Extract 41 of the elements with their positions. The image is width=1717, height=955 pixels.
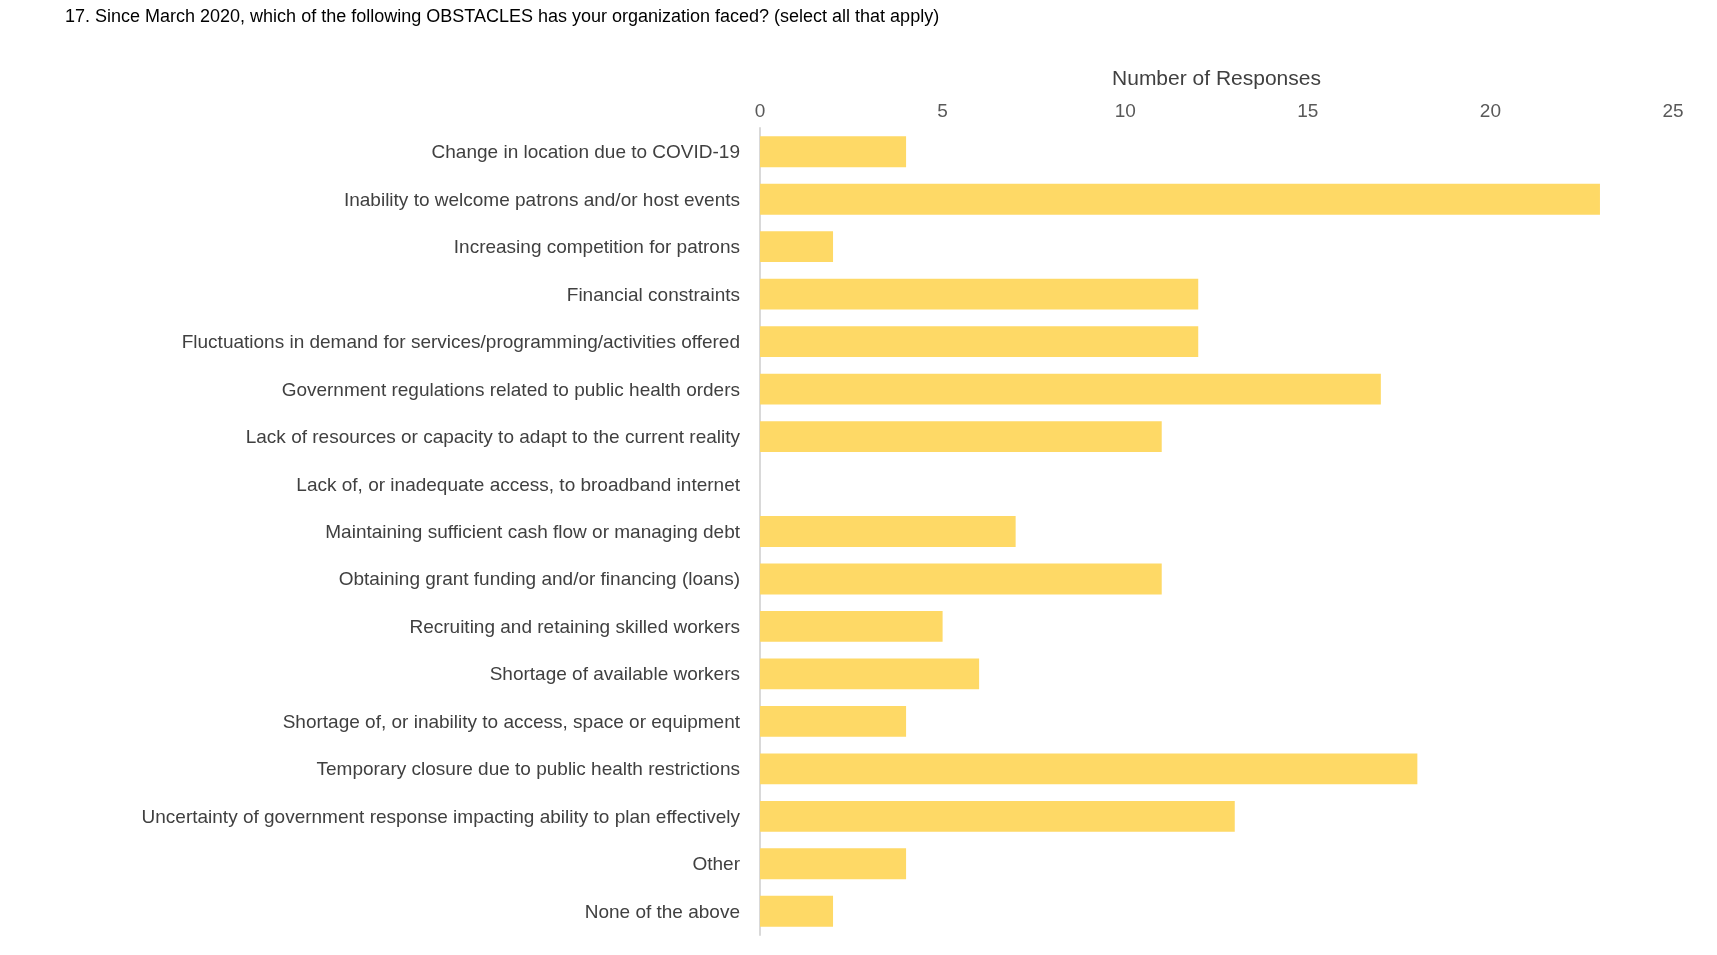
x-tick-label: 15 [1297,100,1319,121]
y-tick-label: Recruiting and retaining skilled workers [409,615,740,637]
bar [760,563,1162,595]
bar [760,895,834,927]
y-tick-label: Temporary closure due to public health restrictions [316,758,740,780]
y-tick-label: Lack of resources or capacity to adapt to the current reality [245,426,741,448]
y-tick-label: Shortage of, or inability to access, space or equipment [282,710,741,732]
bar [760,231,834,263]
x-tick-label: 5 [937,100,948,121]
y-tick-label: Shortage of available workers [489,663,740,685]
y-tick-label: Other [692,853,741,875]
bar [760,136,907,168]
y-tick-label: Uncertainty of government response impacting ability to plan effectively [141,805,741,827]
bar [760,183,1600,215]
y-tick-label: Government regulations related to public health orders [281,378,740,400]
bar [760,800,1235,832]
bar [760,278,1199,310]
x-tick-label: 20 [1479,100,1501,121]
x-tick-label: 0 [754,100,766,121]
bar [760,753,1418,785]
bar [760,326,1199,358]
y-tick-label: Change in location due to COVID-19 [431,141,740,163]
y-tick-label: Lack of, or inadequate access, to broadband internet [296,473,741,495]
bar [760,373,1381,405]
y-tick-label: Financial constraints [566,283,740,305]
bar [760,658,980,690]
y-tick-label: Fluctuations in demand for services/programming/activities offered [181,331,740,353]
x-tick-label: 25 [1662,100,1684,121]
y-tick-label: None of the above [584,900,740,922]
bar [760,516,1016,547]
bar [760,421,1162,452]
y-tick-label: Increasing competition for patrons [453,236,740,258]
y-tick-label: Obtaining grant funding and/or financing (loans) [338,568,740,590]
bar [760,848,907,880]
y-tick-label: Maintaining sufficient cash flow or managing debt [325,521,741,542]
x-axis-title: Number of Responses [1112,66,1321,89]
bar [760,705,907,737]
bar [760,611,943,642]
text: 17. Since March 2020, which of the following OBSTACLES has your organization faced? (select all that apply) [65,6,940,26]
y-tick-label: Inability to welcome patrons and/or host events [343,188,740,210]
x-tick-label: 10 [1114,100,1136,121]
